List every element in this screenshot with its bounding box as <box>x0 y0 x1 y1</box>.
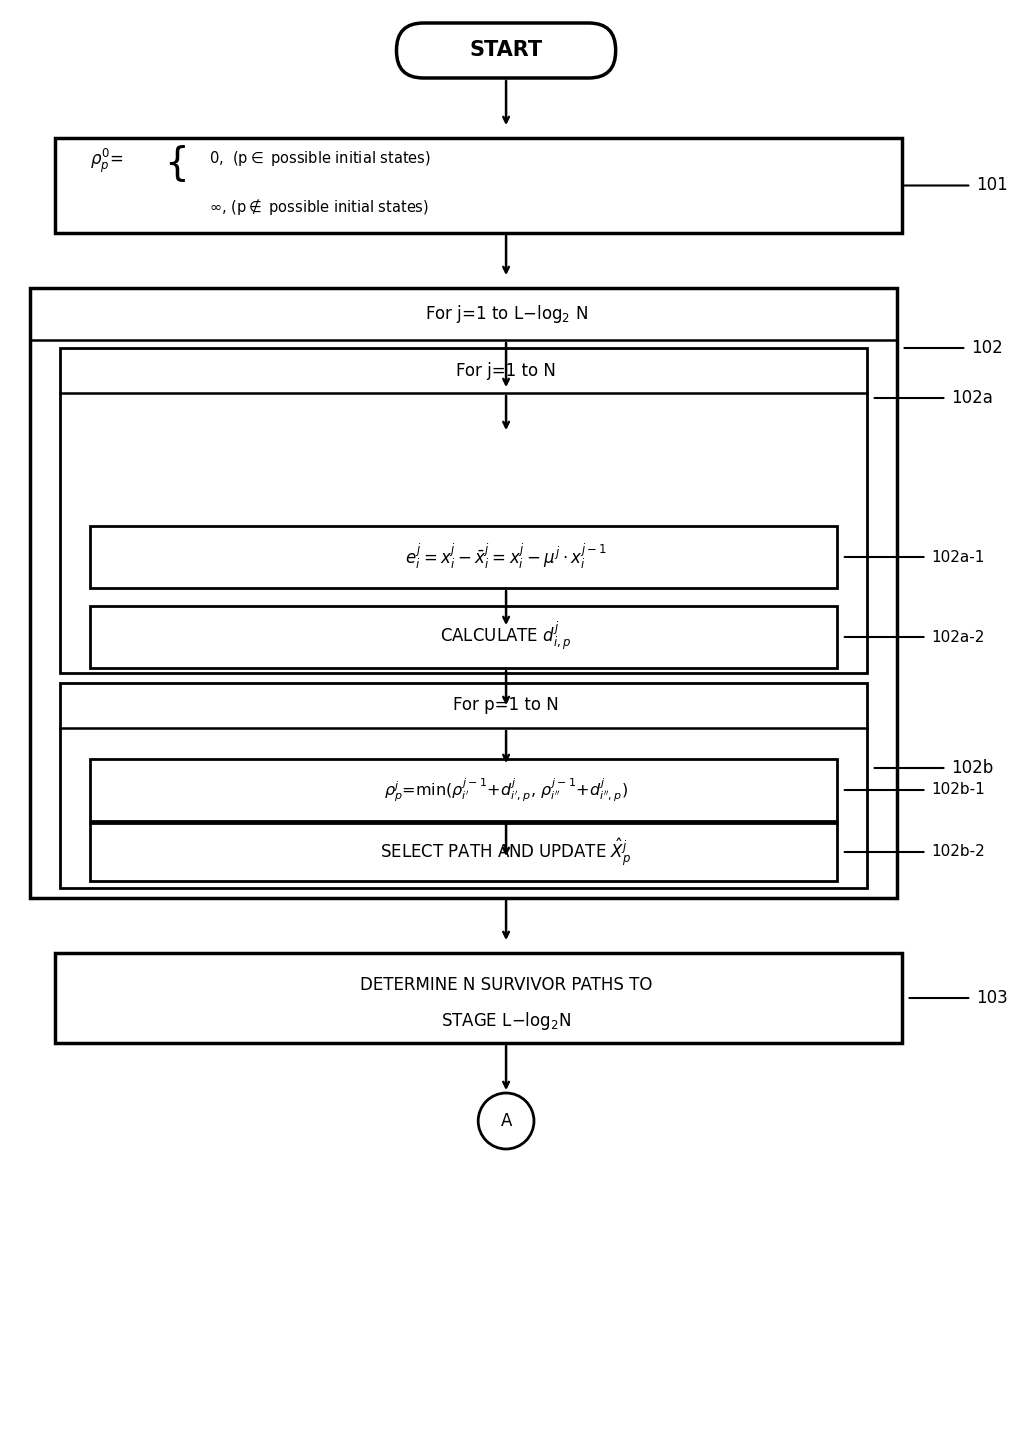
Text: 101: 101 <box>976 176 1008 195</box>
Text: A: A <box>501 1112 512 1131</box>
Text: $\rho_p^j$=min($\rho_{i'}^{j-1}$+$d_{i',p}^j$, $\rho_{i''}^{j-1}$+$d_{i'',p}^j$): $\rho_p^j$=min($\rho_{i'}^{j-1}$+$d_{i',… <box>384 777 628 804</box>
Bar <box>89 606 837 668</box>
Text: 102a-2: 102a-2 <box>932 629 985 645</box>
Text: START: START <box>469 40 543 60</box>
Bar <box>60 684 867 888</box>
Text: CALCULATE $d_{i,p}^j$: CALCULATE $d_{i,p}^j$ <box>441 620 572 653</box>
Text: 102: 102 <box>971 340 1003 357</box>
Text: 103: 103 <box>976 989 1008 1007</box>
Bar <box>89 823 837 881</box>
Bar <box>89 759 837 821</box>
Text: For j=1 to L$-$log$_2$ N: For j=1 to L$-$log$_2$ N <box>425 302 587 325</box>
Text: For p=1 to N: For p=1 to N <box>453 696 559 715</box>
Text: $\rho_p^0$=: $\rho_p^0$= <box>89 146 123 175</box>
Text: $\infty$, (p$\notin$ possible initial states): $\infty$, (p$\notin$ possible initial st… <box>209 196 429 216</box>
Text: 102b: 102b <box>951 759 994 777</box>
Text: 102a: 102a <box>951 388 994 407</box>
FancyBboxPatch shape <box>396 23 616 77</box>
Text: STAGE L$-$log$_2$N: STAGE L$-$log$_2$N <box>441 1010 571 1032</box>
Bar <box>29 288 896 898</box>
Text: {: { <box>165 143 189 182</box>
Bar <box>55 953 901 1043</box>
Bar <box>89 526 837 588</box>
Circle shape <box>479 1093 534 1149</box>
Text: $e_i^j=x_i^j-\bar{x}_i^j=x_i^j-\mu^j \cdot x_i^{j-1}$: $e_i^j=x_i^j-\bar{x}_i^j=x_i^j-\mu^j \cd… <box>405 543 608 572</box>
Bar <box>60 348 867 674</box>
Text: SELECT PATH AND UPDATE $\hat{X}_p^j$: SELECT PATH AND UPDATE $\hat{X}_p^j$ <box>380 835 632 868</box>
Bar <box>55 138 901 234</box>
Text: 102b-1: 102b-1 <box>932 782 986 798</box>
Text: 102a-1: 102a-1 <box>932 549 985 565</box>
Text: 102b-2: 102b-2 <box>932 844 986 860</box>
Text: For j=1 to N: For j=1 to N <box>456 361 556 380</box>
Text: 0,  (p$\in$ possible initial states): 0, (p$\in$ possible initial states) <box>209 149 431 169</box>
Text: DETERMINE N SURVIVOR PATHS TO: DETERMINE N SURVIVOR PATHS TO <box>360 976 652 995</box>
